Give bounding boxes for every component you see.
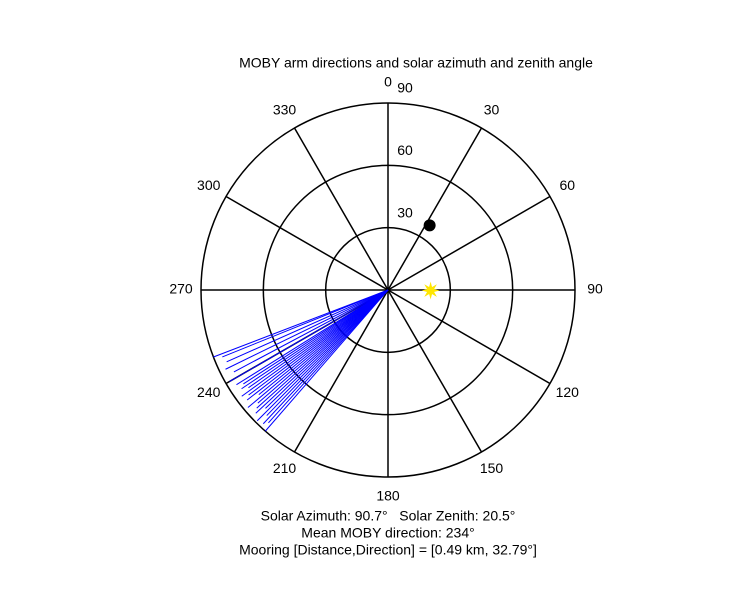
- theta-tick-label: 120: [556, 384, 580, 400]
- theta-tick-label: 30: [484, 101, 500, 117]
- theta-tick-label: 240: [197, 384, 221, 400]
- arm-direction: [225, 289, 389, 370]
- arm-direction: [213, 289, 389, 358]
- theta-tick-label: 180: [376, 488, 400, 504]
- theta-tick-label: 60: [559, 177, 575, 193]
- arm-direction: [243, 289, 389, 385]
- arm-direction: [256, 289, 389, 409]
- spoke: [387, 289, 483, 453]
- arm-direction: [229, 289, 389, 382]
- theta-tick-label: 90: [587, 281, 603, 297]
- arm-direction: [266, 289, 389, 416]
- r-tick-label: 90: [397, 80, 413, 96]
- theta-tick-label: 0: [384, 74, 392, 90]
- mooring-marker: [423, 219, 436, 232]
- arm-direction: [241, 289, 389, 397]
- theta-tick-label: 270: [169, 281, 193, 297]
- arm-direction: [233, 289, 389, 373]
- arm-direction: [256, 289, 389, 422]
- theta-tick-label: 300: [197, 177, 221, 193]
- arm-direction: [268, 289, 389, 424]
- annotation: Mooring [Distance,Direction] = [0.49 km,…: [239, 542, 537, 558]
- r-tick-label: 60: [397, 142, 413, 158]
- theta-tick-label: 150: [480, 460, 504, 476]
- arm-direction: [236, 289, 389, 386]
- spoke: [387, 195, 551, 291]
- sun-marker: [421, 281, 440, 300]
- arm-direction: [247, 289, 389, 408]
- arm-direction: [241, 289, 389, 390]
- spoke: [293, 289, 389, 453]
- arm-direction: [222, 289, 389, 358]
- spoke: [225, 195, 389, 291]
- annotation: Mean MOBY direction: 234°: [301, 525, 474, 541]
- annotation: Solar Azimuth: 90.7° Solar Zenith: 20.5°: [261, 508, 516, 524]
- arm-direction: [248, 289, 389, 396]
- spoke: [387, 127, 483, 291]
- arm-direction: [257, 289, 389, 404]
- chart-title: MOBY arm directions and solar azimuth an…: [239, 55, 593, 71]
- r-tick-label: 30: [397, 204, 413, 220]
- theta-tick-label: 210: [273, 460, 297, 476]
- arm-direction: [262, 289, 389, 425]
- arm-direction: [255, 289, 389, 414]
- spoke: [387, 289, 551, 385]
- arm-direction: [264, 289, 389, 432]
- spoke: [293, 127, 389, 291]
- theta-tick-label: 330: [273, 101, 297, 117]
- arm-direction: [246, 289, 389, 401]
- arm-direction: [226, 289, 389, 363]
